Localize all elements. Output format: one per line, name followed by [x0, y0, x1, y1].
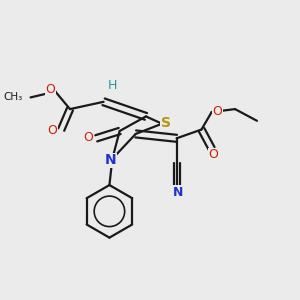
- Text: H: H: [108, 79, 117, 92]
- Text: CH₃: CH₃: [3, 92, 22, 101]
- Text: O: O: [83, 131, 93, 144]
- Text: N: N: [105, 153, 117, 167]
- Text: S: S: [161, 116, 171, 130]
- Text: O: O: [45, 83, 55, 96]
- Text: O: O: [47, 124, 57, 136]
- Text: N: N: [173, 186, 183, 199]
- Text: O: O: [213, 105, 222, 118]
- Text: O: O: [208, 148, 218, 161]
